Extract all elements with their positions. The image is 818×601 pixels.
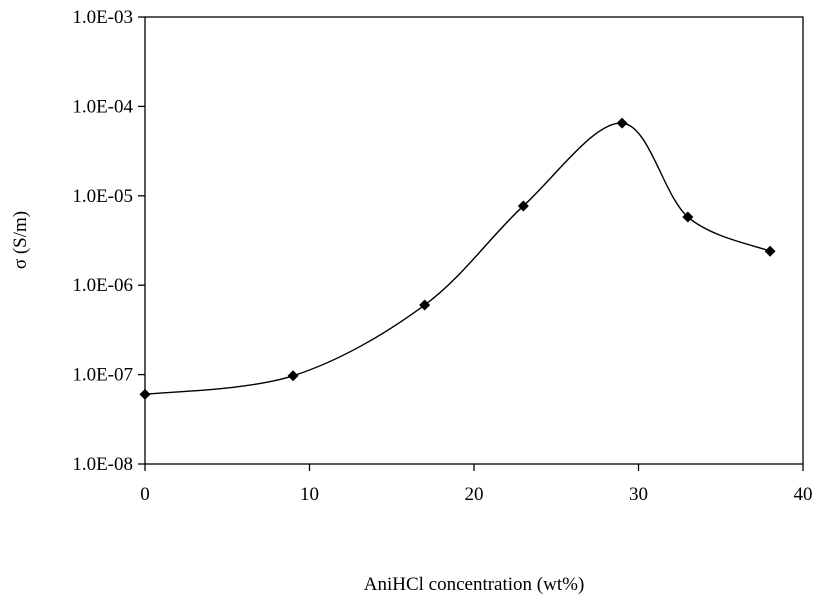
y-tick-label: 1.0E-05 — [72, 186, 133, 207]
x-axis-ticks: 0 10 20 30 40 — [140, 464, 813, 505]
x-tick-label: 20 — [465, 484, 484, 505]
series-layer — [139, 117, 776, 400]
y-tick-label: 1.0E-04 — [72, 96, 133, 117]
data-point-diamond — [419, 299, 431, 311]
data-point-diamond — [287, 370, 299, 382]
y-axis-ticks: 1.0E-08 1.0E-07 1.0E-06 1.0E-05 1.0E-04 1.0E-… — [72, 7, 145, 475]
data-point-diamond — [517, 200, 529, 212]
y-axis-title: σ (S/m) — [10, 211, 31, 269]
plot-area — [144, 16, 804, 465]
y-tick-label: 1.0E-07 — [72, 365, 133, 386]
y-tick-label: 1.0E-03 — [72, 7, 133, 28]
data-point-diamond — [616, 117, 628, 129]
x-tick-label: 40 — [794, 484, 813, 505]
x-tick-label: 30 — [629, 484, 648, 505]
y-tick-label: 1.0E-06 — [72, 275, 133, 296]
data-point-diamond — [682, 211, 694, 223]
data-point-diamond — [764, 245, 776, 257]
x-axis-title: AniHCl concentration (wt%) — [364, 574, 585, 595]
data-point-diamond — [139, 388, 151, 400]
x-tick-label: 0 — [140, 484, 150, 505]
x-tick-label: 10 — [300, 484, 319, 505]
y-tick-label: 1.0E-08 — [72, 454, 133, 475]
